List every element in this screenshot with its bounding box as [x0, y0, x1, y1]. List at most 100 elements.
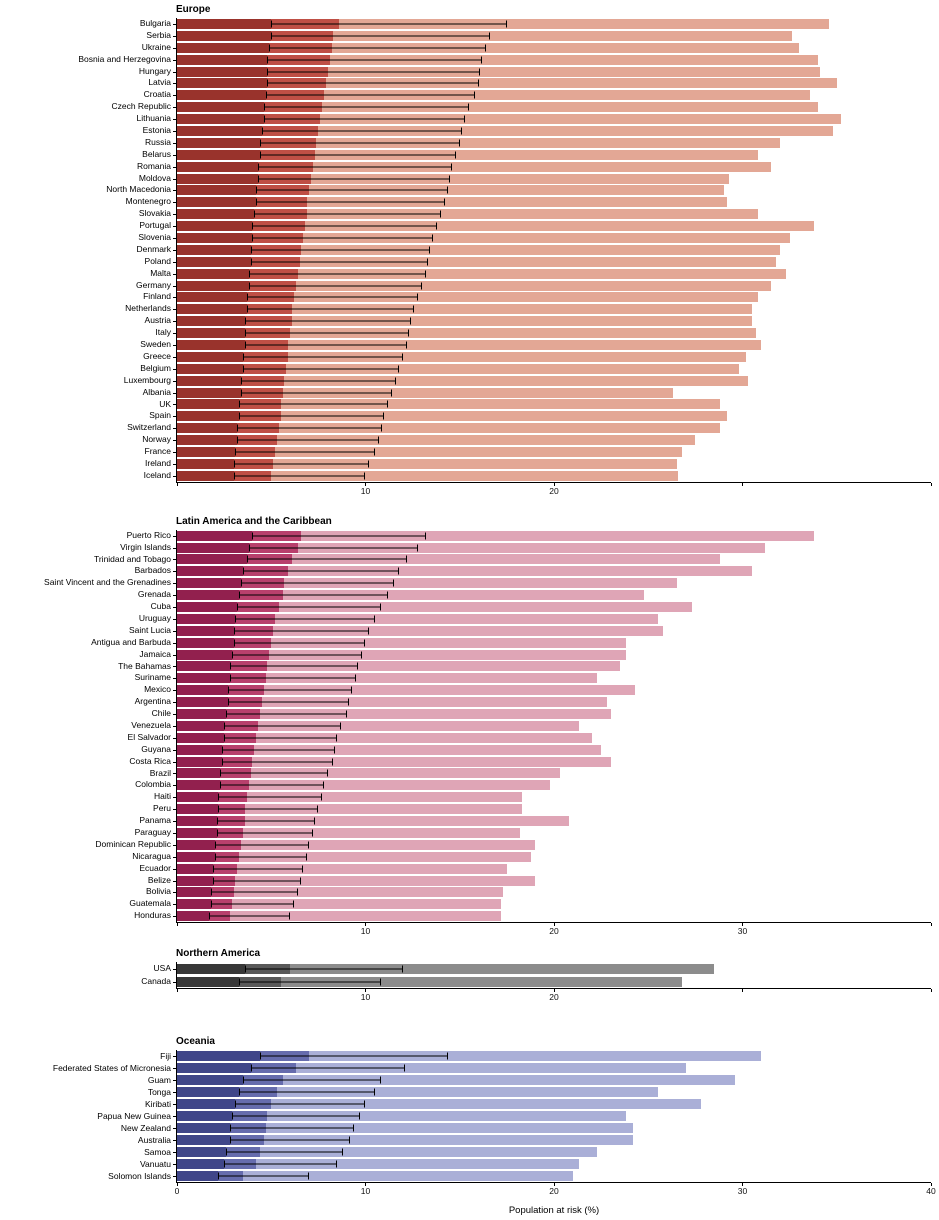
error-bar — [244, 341, 407, 349]
bar-max-value — [177, 125, 833, 136]
y-tick — [173, 392, 176, 394]
country-label: Denmark — [136, 243, 171, 254]
x-tick — [365, 482, 366, 486]
bar-row — [177, 184, 931, 196]
error-bar-line — [245, 332, 408, 334]
country-label: Cuba — [150, 601, 171, 612]
bar-ci-lower — [177, 161, 259, 172]
country-label-row: Virgin Islands — [0, 542, 176, 554]
error-bar — [242, 353, 404, 361]
bar-row — [177, 756, 931, 768]
y-tick — [173, 249, 176, 251]
error-bar-line — [240, 415, 384, 417]
country-label-row: Barbados — [0, 565, 176, 577]
country-label-row: Austria — [0, 315, 176, 327]
bar-max-value — [177, 732, 592, 743]
country-label-row: Moldova — [0, 173, 176, 185]
y-tick — [173, 618, 176, 620]
country-label-row: Belarus — [0, 149, 176, 161]
country-label: Canada — [141, 976, 171, 987]
country-label: Trinidad and Tobago — [93, 553, 171, 564]
country-label: North Macedonia — [106, 184, 171, 195]
bar-max-value — [177, 1063, 686, 1074]
bar-row — [177, 1122, 931, 1134]
y-tick — [173, 702, 176, 704]
bar-max-value — [177, 875, 536, 886]
panel-title: Northern America — [176, 948, 261, 960]
bar-max-value — [177, 637, 626, 648]
bar-row — [177, 768, 931, 780]
error-bar-line — [232, 1115, 359, 1117]
bar-max-value — [177, 411, 728, 422]
bar-row — [177, 803, 931, 815]
y-tick — [173, 416, 176, 418]
error-bar-line — [215, 844, 308, 846]
country-label-row: Jamaica — [0, 649, 176, 661]
error-bar — [220, 781, 325, 789]
bar-row — [177, 42, 931, 54]
bar-row — [177, 315, 931, 327]
bar-max-value — [177, 316, 752, 327]
y-tick — [173, 404, 176, 406]
error-bar-line — [259, 178, 450, 180]
country-label-row: Bulgaria — [0, 18, 176, 30]
bar-row — [177, 910, 931, 922]
bar-max-value — [177, 602, 692, 613]
error-bar-line — [249, 547, 418, 549]
country-label-row: Nicaragua — [0, 851, 176, 863]
error-bar-line — [257, 201, 444, 203]
y-tick — [173, 749, 176, 751]
country-label: Greece — [143, 350, 171, 361]
bar-max-value — [177, 185, 724, 196]
bar-max-value — [177, 399, 720, 410]
bar-row — [177, 827, 931, 839]
panel-northern-america: Northern America USA Canada 10 20 — [0, 948, 939, 1002]
country-label-row: Russia — [0, 137, 176, 149]
y-tick — [173, 559, 176, 561]
y-tick — [173, 59, 176, 61]
x-axis-ticks: 10 20 — [176, 989, 932, 1003]
error-bar-line — [245, 344, 406, 346]
x-tick-label: 30 — [737, 926, 748, 937]
bar-row — [177, 232, 931, 244]
y-tick — [173, 981, 176, 983]
country-label: Samoa — [144, 1147, 171, 1158]
bar-max-value — [177, 863, 507, 874]
bar-row — [177, 1086, 931, 1098]
bar-ci-lower — [177, 542, 249, 553]
bar-max-value — [177, 613, 658, 624]
bar-ci-lower — [177, 1123, 230, 1134]
y-tick — [173, 368, 176, 370]
error-bar-line — [253, 535, 425, 537]
bar-row — [177, 244, 931, 256]
error-bar-line — [243, 570, 399, 572]
bar-row — [177, 399, 931, 411]
country-label-row: Uruguay — [0, 613, 176, 625]
error-bar-line — [228, 701, 348, 703]
x-tick — [742, 1183, 743, 1187]
error-bar — [235, 448, 375, 456]
country-label-row: UK — [0, 399, 176, 411]
y-tick — [173, 535, 176, 537]
country-label: Spain — [149, 410, 171, 421]
bar-row — [177, 1170, 931, 1182]
country-label: Suriname — [134, 672, 171, 683]
country-label-row: Ukraine — [0, 42, 176, 54]
bar-row — [177, 303, 931, 315]
bar-row — [177, 791, 931, 803]
bar-row — [177, 601, 931, 613]
x-tick-label: 10 — [360, 992, 371, 1003]
bar-ci-lower — [177, 839, 215, 850]
country-label: Chile — [151, 708, 171, 719]
error-bar-line — [236, 451, 374, 453]
bar-ci-lower — [177, 78, 268, 89]
error-bar-line — [247, 558, 406, 560]
bar-row — [177, 434, 931, 446]
bar-row — [177, 637, 931, 649]
error-bar — [210, 888, 298, 896]
y-tick — [173, 380, 176, 382]
country-label: Russia — [145, 136, 171, 147]
country-label: Lithuania — [136, 113, 171, 124]
bar-ci-lower — [177, 1111, 232, 1122]
y-tick — [173, 273, 176, 275]
